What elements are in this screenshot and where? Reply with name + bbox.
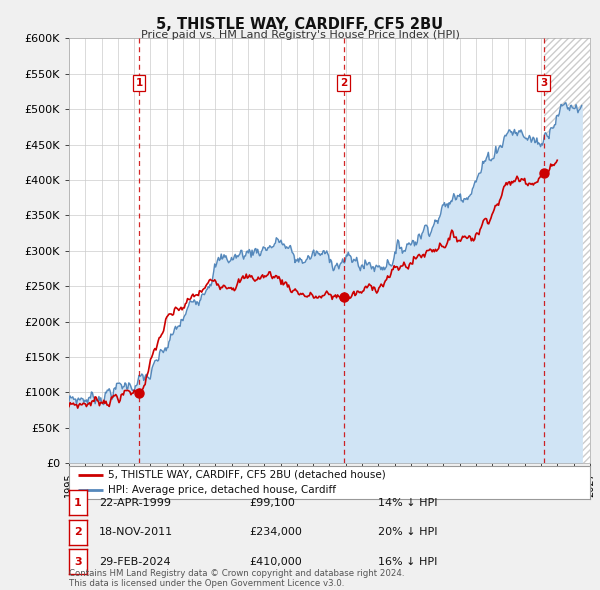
Text: 3: 3 — [540, 78, 547, 88]
Text: 29-FEB-2024: 29-FEB-2024 — [99, 557, 170, 566]
Text: £410,000: £410,000 — [249, 557, 302, 566]
Text: 2: 2 — [74, 527, 82, 537]
Text: Contains HM Land Registry data © Crown copyright and database right 2024.
This d: Contains HM Land Registry data © Crown c… — [69, 569, 404, 588]
Text: 1: 1 — [136, 78, 143, 88]
Text: Price paid vs. HM Land Registry's House Price Index (HPI): Price paid vs. HM Land Registry's House … — [140, 30, 460, 40]
Text: £99,100: £99,100 — [249, 498, 295, 507]
Text: 20% ↓ HPI: 20% ↓ HPI — [378, 527, 437, 537]
Text: 18-NOV-2011: 18-NOV-2011 — [99, 527, 173, 537]
Bar — [544, 38, 590, 463]
Text: HPI: Average price, detached house, Cardiff: HPI: Average price, detached house, Card… — [108, 485, 336, 495]
Text: 3: 3 — [74, 557, 82, 566]
Text: 5, THISTLE WAY, CARDIFF, CF5 2BU: 5, THISTLE WAY, CARDIFF, CF5 2BU — [157, 17, 443, 31]
Text: 2: 2 — [340, 78, 347, 88]
Text: 14% ↓ HPI: 14% ↓ HPI — [378, 498, 437, 507]
Text: 22-APR-1999: 22-APR-1999 — [99, 498, 171, 507]
Text: 16% ↓ HPI: 16% ↓ HPI — [378, 557, 437, 566]
Text: 1: 1 — [74, 498, 82, 507]
Text: £234,000: £234,000 — [249, 527, 302, 537]
Text: 5, THISTLE WAY, CARDIFF, CF5 2BU (detached house): 5, THISTLE WAY, CARDIFF, CF5 2BU (detach… — [108, 470, 386, 480]
